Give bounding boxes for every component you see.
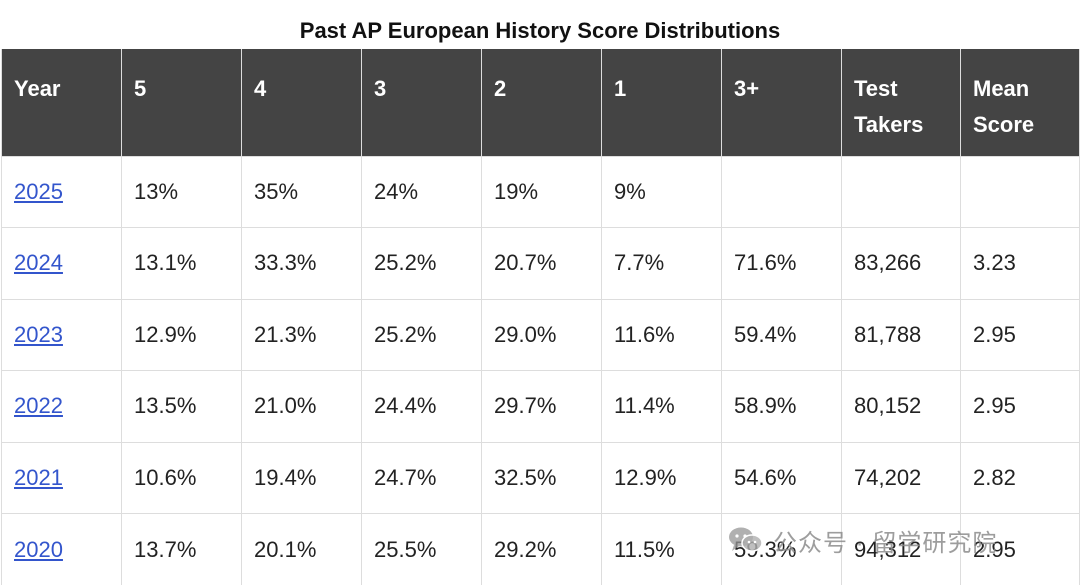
test-takers-cell: 74,202	[842, 442, 961, 514]
score-2-cell: 29.0%	[482, 299, 602, 371]
mean-score-cell: 2.82	[961, 442, 1080, 514]
table-row: 2021 10.6%19.4%24.7%32.5%12.9%54.6%74,202…	[2, 442, 1080, 514]
column-header-5: 5	[122, 49, 242, 156]
table-row: 2023 12.9%21.3%25.2%29.0%11.6%59.4%81,788…	[2, 299, 1080, 371]
column-header-1: 1	[602, 49, 722, 156]
score-3plus-cell: 59.3%	[722, 514, 842, 585]
year-link[interactable]: 2024	[14, 250, 63, 275]
test-takers-cell: 94,312	[842, 514, 961, 585]
score-4-cell: 19.4%	[242, 442, 362, 514]
table-title: Past AP European History Score Distribut…	[0, 15, 1080, 47]
score-distribution-table: Year 5 4 3 2 1 3+ Test Takers Mean Score…	[1, 49, 1080, 585]
score-3plus-cell: 54.6%	[722, 442, 842, 514]
column-header-3plus: 3+	[722, 49, 842, 156]
score-3plus-cell	[722, 156, 842, 228]
score-3-cell: 25.5%	[362, 514, 482, 585]
year-cell: 2025	[2, 156, 122, 228]
column-header-2: 2	[482, 49, 602, 156]
year-link[interactable]: 2020	[14, 537, 63, 562]
column-header-mean-score: Mean Score	[961, 49, 1080, 156]
score-4-cell: 20.1%	[242, 514, 362, 585]
score-1-cell: 11.6%	[602, 299, 722, 371]
mean-score-cell: 2.95	[961, 514, 1080, 585]
score-5-cell: 10.6%	[122, 442, 242, 514]
score-2-cell: 19%	[482, 156, 602, 228]
score-3plus-cell: 59.4%	[722, 299, 842, 371]
score-1-cell: 7.7%	[602, 228, 722, 300]
score-4-cell: 35%	[242, 156, 362, 228]
score-3-cell: 24%	[362, 156, 482, 228]
column-header-year: Year	[2, 49, 122, 156]
score-4-cell: 33.3%	[242, 228, 362, 300]
score-1-cell: 9%	[602, 156, 722, 228]
score-3plus-cell: 58.9%	[722, 371, 842, 443]
year-cell: 2021	[2, 442, 122, 514]
score-1-cell: 12.9%	[602, 442, 722, 514]
mean-score-cell	[961, 156, 1080, 228]
year-cell: 2023	[2, 299, 122, 371]
year-link[interactable]: 2023	[14, 322, 63, 347]
score-5-cell: 13.1%	[122, 228, 242, 300]
score-2-cell: 29.2%	[482, 514, 602, 585]
test-takers-cell: 83,266	[842, 228, 961, 300]
year-link[interactable]: 2021	[14, 465, 63, 490]
test-takers-cell	[842, 156, 961, 228]
mean-score-cell: 2.95	[961, 299, 1080, 371]
score-5-cell: 12.9%	[122, 299, 242, 371]
test-takers-cell: 81,788	[842, 299, 961, 371]
score-3-cell: 24.4%	[362, 371, 482, 443]
column-header-test-takers: Test Takers	[842, 49, 961, 156]
column-header-4: 4	[242, 49, 362, 156]
score-4-cell: 21.3%	[242, 299, 362, 371]
score-5-cell: 13.7%	[122, 514, 242, 585]
mean-score-cell: 2.95	[961, 371, 1080, 443]
score-3-cell: 24.7%	[362, 442, 482, 514]
mean-score-cell: 3.23	[961, 228, 1080, 300]
score-2-cell: 32.5%	[482, 442, 602, 514]
score-2-cell: 29.7%	[482, 371, 602, 443]
year-cell: 2024	[2, 228, 122, 300]
column-header-3: 3	[362, 49, 482, 156]
table-row: 2020 13.7%20.1%25.5%29.2%11.5%59.3%94,312…	[2, 514, 1080, 585]
year-link[interactable]: 2022	[14, 393, 63, 418]
year-link[interactable]: 2025	[14, 179, 63, 204]
year-cell: 2020	[2, 514, 122, 585]
score-5-cell: 13.5%	[122, 371, 242, 443]
score-4-cell: 21.0%	[242, 371, 362, 443]
score-3-cell: 25.2%	[362, 228, 482, 300]
score-3-cell: 25.2%	[362, 299, 482, 371]
score-3plus-cell: 71.6%	[722, 228, 842, 300]
table-row: 2022 13.5%21.0%24.4%29.7%11.4%58.9%80,152…	[2, 371, 1080, 443]
score-1-cell: 11.4%	[602, 371, 722, 443]
year-cell: 2022	[2, 371, 122, 443]
score-1-cell: 11.5%	[602, 514, 722, 585]
table-row: 2025 13%35%24%19%9%	[2, 156, 1080, 228]
score-5-cell: 13%	[122, 156, 242, 228]
table-header-row: Year 5 4 3 2 1 3+ Test Takers Mean Score	[2, 49, 1080, 156]
score-2-cell: 20.7%	[482, 228, 602, 300]
test-takers-cell: 80,152	[842, 371, 961, 443]
